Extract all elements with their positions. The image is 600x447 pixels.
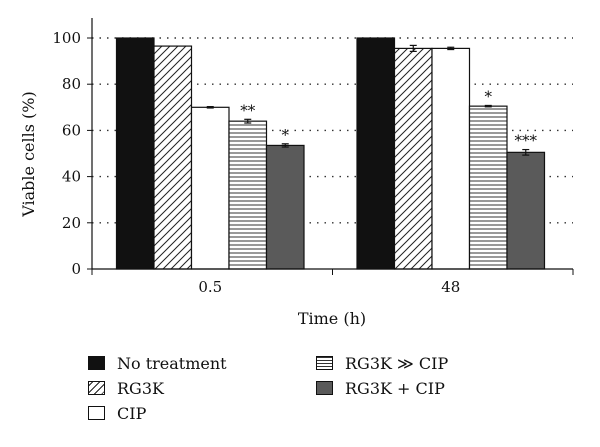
legend-label: CIP	[117, 403, 147, 423]
y-tick-label: 100	[52, 29, 81, 47]
error-bar	[206, 106, 214, 109]
legend: No treatment RG3K CIP RG3K ≫ CIP RG3K + CIP	[88, 352, 568, 442]
x-tick-label: 0.5	[198, 278, 222, 296]
bar-rg3k-cip-48	[506, 151, 546, 270]
bars: *******	[115, 37, 546, 270]
y-tick-label: 40	[62, 168, 81, 186]
significance-label: **	[240, 101, 256, 119]
legend-item: CIP	[88, 402, 146, 424]
y-tick-label: 60	[62, 121, 81, 139]
legend-item: RG3K ≫ CIP	[316, 352, 448, 374]
legend-label: RG3K	[117, 378, 164, 398]
error-bar	[281, 143, 289, 148]
x-tick-label: 48	[441, 278, 460, 296]
bar-cip-0_5	[190, 106, 230, 270]
legend-item: No treatment	[88, 352, 227, 374]
bar-rg3k-cip-0_5	[228, 120, 268, 270]
y-tick-label: 20	[62, 214, 81, 232]
bar-rg3k-48	[393, 47, 433, 270]
bar-rg3k-0_5	[153, 45, 193, 270]
legend-item: RG3K + CIP	[316, 377, 445, 399]
legend-swatch	[88, 356, 105, 370]
legend-label: RG3K ≫ CIP	[345, 353, 449, 373]
error-bar	[484, 104, 492, 108]
y-tick-label: 80	[62, 75, 81, 93]
gridlines	[92, 37, 573, 224]
error-bar	[409, 44, 417, 52]
error-bar	[244, 118, 252, 124]
y-tick-label: 0	[71, 260, 81, 278]
legend-swatch	[88, 381, 105, 395]
legend-swatch	[316, 381, 333, 395]
error-bar	[447, 46, 455, 51]
bar-rg3k-cip-0_5	[265, 144, 305, 270]
legend-item: RG3K	[88, 377, 164, 399]
x-axis-label: Time (h)	[298, 309, 366, 328]
legend-label: RG3K + CIP	[345, 378, 445, 398]
error-bar	[522, 148, 530, 156]
bar-cip-48	[431, 47, 471, 270]
significance-label: *	[485, 87, 493, 105]
legend-swatch	[316, 356, 333, 370]
legend-label: No treatment	[117, 353, 227, 373]
axes: 0 20 40 60 80 100 0.5 48	[52, 18, 574, 296]
legend-swatch	[88, 406, 105, 420]
bar-rg3k-cip-48	[468, 105, 508, 270]
bar-no-treatment-48	[356, 37, 396, 270]
significance-label: ***	[515, 132, 538, 150]
significance-label: *	[282, 126, 290, 144]
bar-no-treatment-0_5	[115, 37, 155, 270]
y-axis-label: Viable cells (%)	[19, 91, 38, 218]
